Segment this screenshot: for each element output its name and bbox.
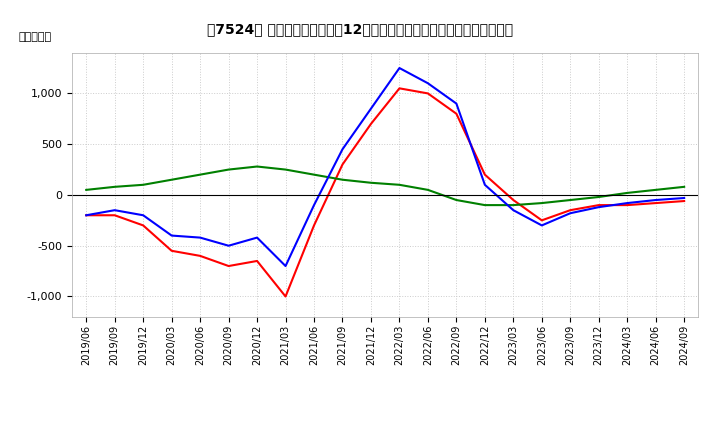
フリーCF	[338, 147, 347, 152]
営業CF	[139, 223, 148, 228]
営業CF	[366, 121, 375, 127]
フリーCF	[167, 233, 176, 238]
投資CF	[652, 187, 660, 193]
投資CF	[423, 187, 432, 193]
投資CF	[680, 184, 688, 190]
Line: 営業CF: 営業CF	[86, 88, 684, 297]
フリーCF	[196, 235, 204, 240]
フリーCF	[509, 208, 518, 213]
営業CF	[423, 91, 432, 96]
投資CF	[623, 190, 631, 195]
フリーCF	[595, 205, 603, 210]
投資CF	[225, 167, 233, 172]
営業CF	[110, 213, 119, 218]
フリーCF	[566, 211, 575, 216]
フリーCF	[225, 243, 233, 248]
営業CF	[167, 248, 176, 253]
投資CF	[196, 172, 204, 177]
営業CF	[595, 202, 603, 208]
投資CF	[509, 202, 518, 208]
フリーCF	[253, 235, 261, 240]
営業CF	[282, 294, 290, 299]
投資CF	[452, 198, 461, 203]
フリーCF	[139, 213, 148, 218]
投資CF	[110, 184, 119, 190]
投資CF	[395, 182, 404, 187]
投資CF	[139, 182, 148, 187]
投資CF	[595, 194, 603, 200]
Line: 投資CF: 投資CF	[86, 166, 684, 205]
フリーCF	[623, 201, 631, 206]
営業CF	[566, 208, 575, 213]
フリーCF	[366, 106, 375, 111]
営業CF	[310, 223, 318, 228]
営業CF	[395, 86, 404, 91]
投資CF	[282, 167, 290, 172]
投資CF	[253, 164, 261, 169]
フリーCF	[82, 213, 91, 218]
フリーCF	[395, 66, 404, 71]
フリーCF	[110, 208, 119, 213]
投資CF	[310, 172, 318, 177]
投資CF	[480, 202, 489, 208]
フリーCF	[282, 264, 290, 269]
フリーCF	[310, 202, 318, 208]
フリーCF	[652, 198, 660, 203]
投資CF	[566, 198, 575, 203]
営業CF	[253, 258, 261, 264]
フリーCF	[480, 182, 489, 187]
営業CF	[480, 172, 489, 177]
営業CF	[652, 201, 660, 206]
営業CF	[196, 253, 204, 259]
営業CF	[452, 111, 461, 116]
投資CF	[366, 180, 375, 185]
営業CF	[338, 162, 347, 167]
営業CF	[623, 202, 631, 208]
投資CF	[82, 187, 91, 193]
投資CF	[167, 177, 176, 182]
営業CF	[82, 213, 91, 218]
営業CF	[680, 198, 688, 204]
Text: 【7524】 キャッシュフローの12か月移動合計の対前年同期増減額の推移: 【7524】 キャッシュフローの12か月移動合計の対前年同期増減額の推移	[207, 22, 513, 36]
Text: （百万円）: （百万円）	[19, 32, 52, 42]
Line: フリーCF: フリーCF	[86, 68, 684, 266]
フリーCF	[452, 101, 461, 106]
投資CF	[338, 177, 347, 182]
営業CF	[537, 218, 546, 223]
フリーCF	[423, 81, 432, 86]
営業CF	[509, 198, 518, 203]
営業CF	[225, 264, 233, 269]
フリーCF	[680, 195, 688, 201]
投資CF	[537, 201, 546, 206]
フリーCF	[537, 223, 546, 228]
